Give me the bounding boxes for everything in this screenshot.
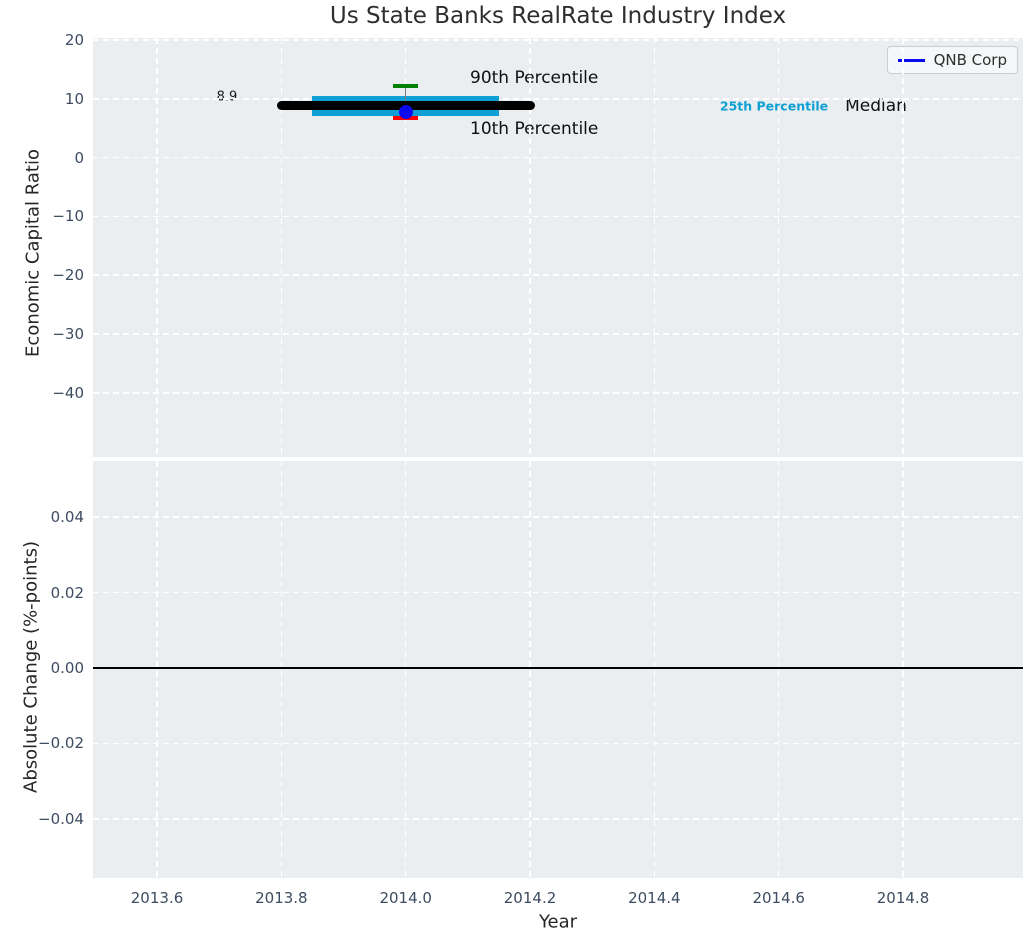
y-tick-label-bottom: −0.04 [38, 809, 84, 828]
y-tick-label-top: −20 [52, 266, 84, 285]
y-tick-label-top: 20 [64, 30, 84, 49]
gridline-x [156, 38, 158, 457]
gridline-y [93, 742, 1023, 745]
gridline-y [93, 333, 1023, 335]
gridline-x [404, 461, 407, 878]
x-tick-label: 2014.4 [628, 889, 681, 907]
y-axis-label-bottom: Absolute Change (%-points) [20, 541, 42, 793]
gridline-y [93, 392, 1023, 394]
x-tick-label: 2014.6 [752, 889, 805, 907]
gridline-x [902, 461, 904, 878]
gridline-x [280, 461, 283, 878]
y-tick-label-bottom: 0.00 [50, 658, 84, 677]
x-tick-label: 2014.0 [379, 889, 432, 907]
gridline-y [93, 156, 1023, 159]
gridline-x [777, 461, 780, 878]
p10-annotation: 10th Percentile [470, 119, 599, 139]
gridline-y [93, 274, 1023, 276]
gridline-x [156, 461, 158, 878]
gridline-y [93, 591, 1023, 594]
x-tick-label: 2014.2 [503, 889, 557, 907]
y-tick-label-bottom: 0.04 [50, 508, 84, 527]
qnb-point [398, 104, 413, 119]
bottom-axes [93, 461, 1023, 878]
top-axes: 8.9 90th Percentile 10th Percentile 25th… [93, 38, 1023, 457]
y-tick-label-top: 0 [74, 148, 84, 167]
x-tick-label: 2013.6 [130, 889, 184, 907]
y-tick-label-top: −40 [52, 383, 84, 402]
gridline-x [280, 38, 283, 457]
gridline-y [93, 39, 1023, 41]
y-tick-label-top: −30 [52, 325, 84, 344]
y-axis-label-top: Economic Capital Ratio [22, 149, 44, 357]
x-tick-label: 2013.8 [255, 889, 308, 907]
legend-label: QNB Corp [933, 51, 1007, 69]
gridline-x [777, 38, 780, 457]
p90-cap [393, 84, 419, 88]
gridline-x [529, 461, 531, 878]
gridline-x [653, 38, 656, 457]
p90-annotation: 90th Percentile [470, 68, 599, 88]
gridline-y [93, 516, 1023, 518]
gridline-x [404, 38, 407, 457]
x-tick-label: 2014.8 [876, 889, 930, 907]
gridline-x [653, 461, 656, 878]
gridline-y [93, 98, 1023, 100]
y-tick-label-bottom: 0.02 [50, 583, 84, 602]
y-tick-label-bottom: −0.02 [38, 734, 84, 753]
gridline-y [93, 818, 1023, 820]
y-tick-label-top: 10 [64, 89, 84, 108]
legend-line-icon [897, 58, 925, 62]
chart-title: Us State Banks RealRate Industry Index [329, 3, 787, 29]
median-value-annotation: 8.9 [216, 89, 238, 105]
x-axis-label: Year [538, 911, 578, 933]
y-tick-label-top: −10 [52, 207, 84, 226]
zero-line [93, 667, 1023, 669]
gridline-y [93, 215, 1023, 218]
gridline-x [529, 38, 531, 457]
median-annotation: Median [845, 96, 907, 116]
gridline-x [902, 38, 904, 457]
p25-annotation: 25th Percentile [719, 98, 829, 114]
legend: QNB Corp [886, 46, 1018, 74]
